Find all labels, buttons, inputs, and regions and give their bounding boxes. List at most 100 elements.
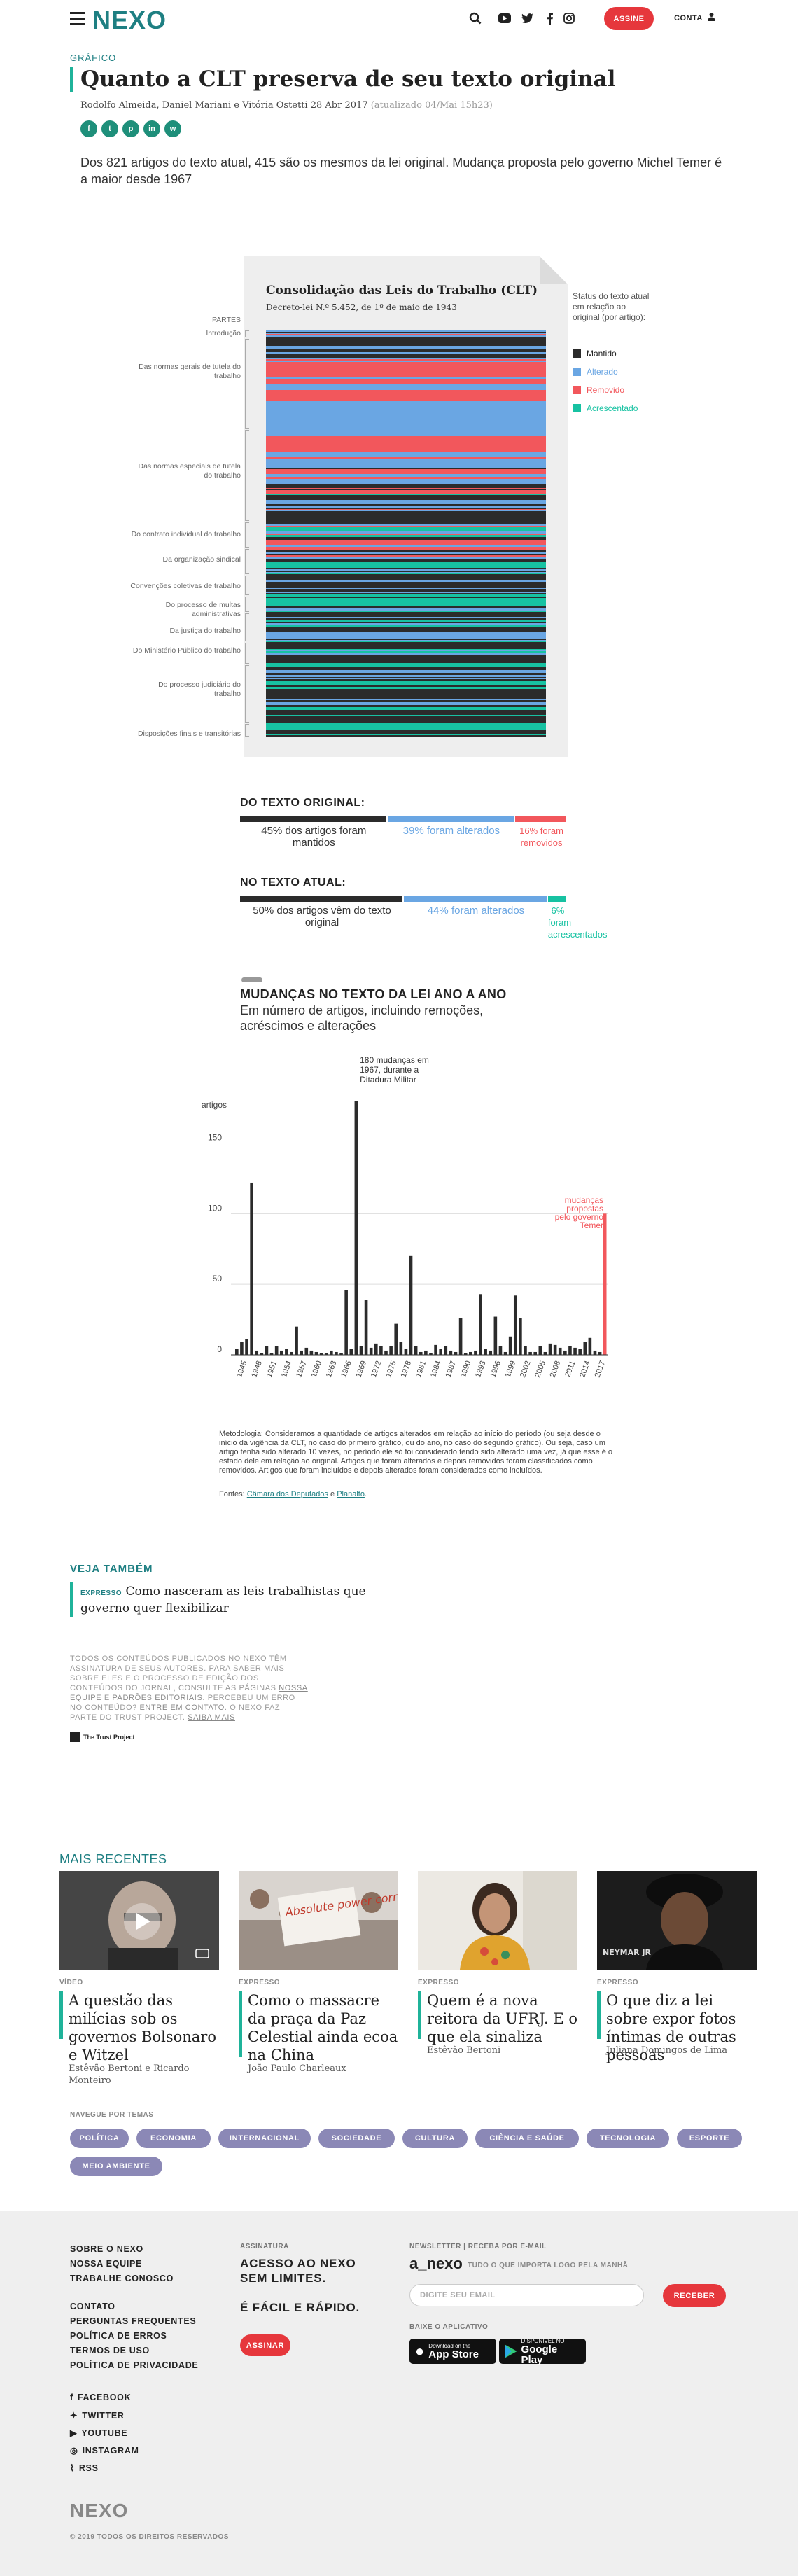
footer-twitter-link[interactable]: ✦ TWITTER [70, 2410, 125, 2421]
footer-link[interactable]: TERMOS DE USO [70, 2346, 150, 2355]
article-stripe [266, 654, 546, 655]
app-store-button[interactable]: ● Download on the App Store [410, 2339, 496, 2364]
article-stripe [266, 506, 546, 508]
learn-more-link[interactable]: SAIBA MAIS [188, 1713, 235, 1722]
twitter-icon[interactable] [520, 11, 534, 25]
subscribe-footer-button[interactable]: ASSINAR [240, 2334, 290, 2356]
article-stripe [266, 369, 546, 370]
article-stripe [266, 472, 546, 474]
see-also-title: Como nasceram as leis trabalhistas que g… [80, 1585, 366, 1615]
recent-title[interactable]: Como o massacre da praça da Paz Celestia… [248, 1992, 398, 2063]
standards-link[interactable]: PADRÕES EDITORIAIS [112, 1694, 203, 1702]
facebook-icon[interactable]: f [80, 120, 97, 137]
nexo-logo[interactable]: NEXO [92, 6, 167, 34]
tag-internacional[interactable]: INTERNACIONAL [218, 2129, 311, 2148]
recent-thumbnail[interactable]: NEYMAR JR [597, 1871, 757, 1970]
article-stripe [266, 509, 546, 510]
tag-politica[interactable]: POLÍTICA [70, 2129, 129, 2148]
trust-project-label: The Trust Project [83, 1734, 135, 1741]
footer-rss-link[interactable]: ⌇ RSS [70, 2463, 99, 2474]
tag-esporte[interactable]: ESPORTE [677, 2129, 742, 2148]
newsletter-email-input[interactable] [410, 2284, 644, 2306]
subscribe-button[interactable]: ASSINE [604, 7, 654, 30]
article-stripe [266, 371, 546, 373]
y-axis-label: artigos [202, 1100, 227, 1110]
source-camara-link[interactable]: Câmara dos Deputados [246, 1490, 328, 1498]
instagram-icon[interactable] [562, 11, 576, 25]
bar [548, 1343, 552, 1355]
article-stripe [266, 352, 546, 354]
youtube-icon[interactable] [498, 11, 512, 25]
menu-icon[interactable] [70, 12, 85, 26]
tag-tecnologia[interactable]: TECNOLOGIA [587, 2129, 669, 2148]
bar [274, 1346, 279, 1355]
footer-link[interactable]: PERGUNTAS FREQUENTES [70, 2316, 197, 2326]
contact-link[interactable]: ENTRE EM CONTATO [139, 1704, 225, 1712]
recent-thumbnail[interactable] [418, 1871, 578, 1970]
facebook-icon[interactable] [542, 11, 556, 25]
legend-title: Status do texto atual em relação ao orig… [573, 291, 650, 322]
bar [583, 1342, 587, 1355]
subscription-line: SEM LIMITES. [240, 2271, 326, 2285]
tag-cultura[interactable]: CULTURA [402, 2129, 468, 2148]
bar [340, 1353, 343, 1355]
bar [389, 1346, 393, 1355]
bar [538, 1346, 542, 1355]
footer-youtube-link[interactable]: ▶ YOUTUBE [70, 2428, 128, 2439]
recent-title[interactable]: A questão das milícias sob os governos B… [69, 1992, 216, 2063]
x-tick-label: 1951 [265, 1360, 279, 1379]
instagram-icon: ◎ [70, 2446, 78, 2456]
recent-title[interactable]: O que diz a lei sobre expor fotos íntima… [606, 1992, 736, 2063]
article-stripe [266, 655, 546, 656]
recent-title[interactable]: Quem é a nova reitora da UFRJ. E o que e… [427, 1992, 578, 2045]
article-stripe [266, 482, 546, 484]
footer-facebook-link[interactable]: f FACEBOOK [70, 2393, 131, 2402]
article-stripe [266, 359, 546, 361]
article-stripe [266, 466, 546, 468]
search-icon[interactable] [468, 11, 482, 25]
recent-thumbnail[interactable]: Absolute power corrupts absolutely [239, 1871, 398, 1970]
tag-ciencia-saude[interactable]: CIÊNCIA E SAÚDE [475, 2129, 579, 2148]
footer-link[interactable]: NOSSA EQUIPE [70, 2259, 143, 2269]
footer-link[interactable]: POLÍTICA DE ERROS [70, 2331, 167, 2341]
footer-link[interactable]: POLÍTICA DE PRIVACIDADE [70, 2360, 199, 2370]
article-stripe [266, 645, 546, 646]
article-stripe [266, 332, 546, 333]
account-link[interactable]: CONTA [674, 13, 715, 22]
legend-item-alterado: Alterado [573, 367, 618, 377]
current-summary-heading: NO TEXTO ATUAL: [240, 877, 346, 889]
footer-social-label: YOUTUBE [81, 2428, 128, 2438]
part-brace [245, 430, 249, 521]
bar [513, 1295, 517, 1355]
x-tick-label: 1963 [325, 1360, 339, 1379]
article-stripe [266, 566, 546, 568]
pinterest-icon[interactable]: p [122, 120, 139, 137]
footer-instagram-link[interactable]: ◎ INSTAGRAM [70, 2445, 139, 2456]
source-planalto-link[interactable]: Planalto [337, 1490, 365, 1498]
article-stripe [266, 477, 546, 479]
footer-link[interactable]: CONTATO [70, 2302, 115, 2311]
whatsapp-icon[interactable]: w [164, 120, 181, 137]
footer-link[interactable]: SOBRE O NEXO [70, 2244, 144, 2254]
subscription-line: É FÁCIL E RÁPIDO. [240, 2301, 360, 2314]
part-brace [245, 643, 249, 664]
team-link[interactable]: NOSSA EQUIPE [70, 1684, 308, 1702]
bar [449, 1350, 453, 1355]
tag-economia[interactable]: ECONOMIA [136, 2129, 211, 2148]
trust-project-badge[interactable]: The Trust Project [70, 1732, 135, 1742]
newsletter-submit-button[interactable]: RECEBER [663, 2284, 726, 2307]
see-also-link[interactable]: EXPRESSO Como nasceram as leis trabalhis… [80, 1583, 374, 1617]
bar [404, 1349, 408, 1355]
article-stripe [266, 444, 546, 445]
article-stripe [266, 632, 546, 634]
google-play-button[interactable]: DISPONÍVEL NO Google Play [499, 2338, 586, 2365]
twitter-icon[interactable]: t [102, 120, 118, 137]
tag-meio-ambiente[interactable]: MEIO AMBIENTE [70, 2157, 162, 2176]
article-stripe [266, 419, 546, 422]
tag-sociedade[interactable]: SOCIEDADE [318, 2129, 395, 2148]
article-stripe [266, 734, 546, 735]
footer-link[interactable]: TRABALHE CONOSCO [70, 2274, 174, 2283]
recent-thumbnail[interactable] [59, 1871, 219, 1970]
appstore-label: App Store [428, 2348, 479, 2360]
linkedin-icon[interactable]: in [144, 120, 160, 137]
